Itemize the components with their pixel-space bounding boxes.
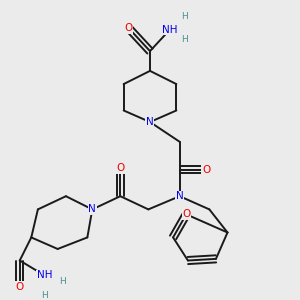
Text: O: O bbox=[182, 209, 190, 219]
Text: H: H bbox=[181, 12, 188, 21]
Text: N: N bbox=[176, 191, 184, 201]
Text: H: H bbox=[41, 291, 48, 300]
Text: O: O bbox=[202, 165, 210, 175]
Text: H: H bbox=[181, 35, 188, 44]
Text: N: N bbox=[146, 117, 154, 127]
Text: O: O bbox=[16, 282, 24, 292]
Text: N: N bbox=[88, 204, 96, 214]
Text: O: O bbox=[124, 23, 133, 33]
Text: NH: NH bbox=[37, 270, 52, 280]
Text: O: O bbox=[116, 163, 124, 173]
Text: NH: NH bbox=[162, 25, 178, 35]
Text: H: H bbox=[59, 278, 66, 286]
